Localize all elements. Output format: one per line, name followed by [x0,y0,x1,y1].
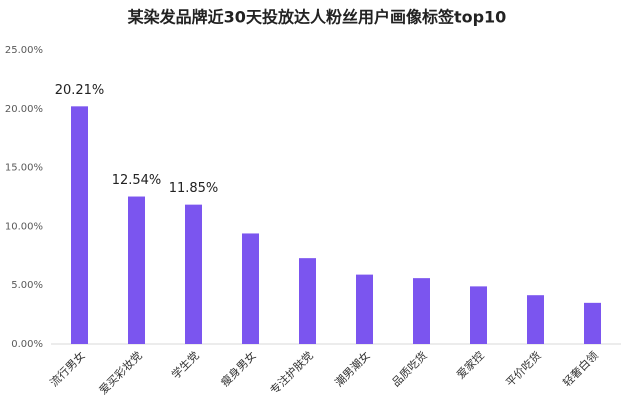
bar [413,278,430,344]
x-tick-label: 品质吃货 [389,348,430,389]
y-tick-label: 20.00% [5,104,43,115]
bar [128,196,145,344]
x-tick-label: 专注护肤党 [267,348,316,397]
bar [185,204,202,344]
x-tick-label: 流行男女 [47,348,88,389]
bar [584,302,601,344]
x-tick-label: 瘦身男女 [218,348,259,389]
x-tick-label: 潮男潮女 [332,348,373,389]
chart-title: 某染发品牌近30天投放达人粉丝用户画像标签top10 [127,8,507,27]
y-tick-label: 5.00% [11,280,43,291]
x-tick-label: 平价吃货 [503,348,544,389]
x-tick-label: 爱买彩妆党 [97,349,145,397]
value-label: 12.54% [112,173,162,188]
value-label: 11.85% [169,181,219,196]
value-label: 20.21% [55,83,105,98]
bar [527,295,544,344]
bar [470,286,487,344]
bar [299,258,316,344]
x-tick-label: 爱家控 [454,348,487,381]
y-tick-label: 15.00% [5,163,43,174]
y-tick-label: 25.00% [5,45,43,56]
bar [356,274,373,344]
y-tick-label: 0.00% [11,339,43,350]
bar [242,233,259,344]
x-tick-label: 学生党 [169,348,202,381]
x-tick-label: 轻奢白领 [560,348,601,389]
bar [71,106,88,344]
y-tick-label: 10.00% [5,221,43,232]
